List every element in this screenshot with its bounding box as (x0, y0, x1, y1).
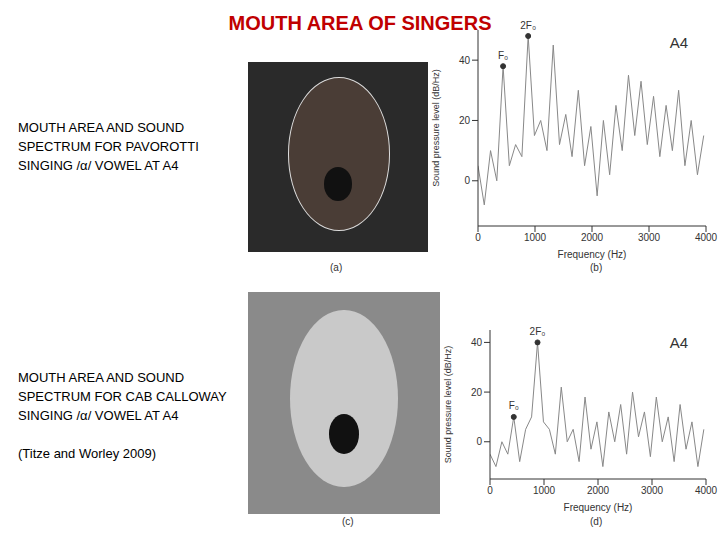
svg-text:40: 40 (459, 55, 471, 66)
svg-text:0: 0 (476, 436, 482, 447)
html-text:MOUTH AREA OF SINGERS: MOUTH AREA OF SINGERS (228, 12, 492, 34)
svg-text:2000: 2000 (587, 485, 610, 496)
svg-text:Sound pressure level (dB/Hz): Sound pressure level (dB/Hz) (431, 69, 441, 187)
svg-text:0: 0 (487, 485, 493, 496)
html-text:A4: A4 (669, 34, 688, 51)
html-text:(Titze and Worley 2009): (Titze and Worley 2009) (18, 446, 156, 461)
html-text:(a): (a) (330, 262, 343, 273)
svg-text:1000: 1000 (524, 232, 547, 243)
svg-text:3000: 3000 (638, 232, 661, 243)
svg-text:40: 40 (471, 337, 483, 348)
svg-text:F₀: F₀ (498, 50, 508, 61)
svg-text:4000: 4000 (695, 485, 712, 496)
html-text:MOUTH AREA AND SOUND SPECTRUM: MOUTH AREA AND SOUND SPECTRUM FOR CAB CA… (18, 370, 227, 423)
svg-text:2F₀: 2F₀ (520, 20, 536, 31)
svg-text:Sound pressure level (dB/Hz): Sound pressure level (dB/Hz) (443, 346, 453, 464)
svg-text:Frequency (Hz): Frequency (Hz) (564, 502, 633, 513)
svg-text:4000: 4000 (695, 232, 712, 243)
svg-text:1000: 1000 (533, 485, 556, 496)
svg-text:Frequency (Hz): Frequency (Hz) (558, 249, 627, 260)
svg-text:2000: 2000 (581, 232, 604, 243)
html-text:(d): (d) (590, 516, 603, 527)
svg-text:2F₀: 2F₀ (530, 326, 546, 337)
svg-text:3000: 3000 (641, 485, 664, 496)
svg-text:20: 20 (471, 387, 483, 398)
html-text:A4: A4 (669, 334, 688, 351)
svg-text:0: 0 (475, 232, 481, 243)
html-text:(b): (b) (590, 262, 603, 273)
svg-text:0: 0 (464, 175, 470, 186)
svg-text:F₀: F₀ (509, 400, 519, 411)
html-text:(c): (c) (342, 516, 354, 527)
svg-text:20: 20 (459, 115, 471, 126)
html-text:MOUTH AREA AND SOUND SPECTRUM: MOUTH AREA AND SOUND SPECTRUM FOR PAVORO… (18, 120, 199, 173)
